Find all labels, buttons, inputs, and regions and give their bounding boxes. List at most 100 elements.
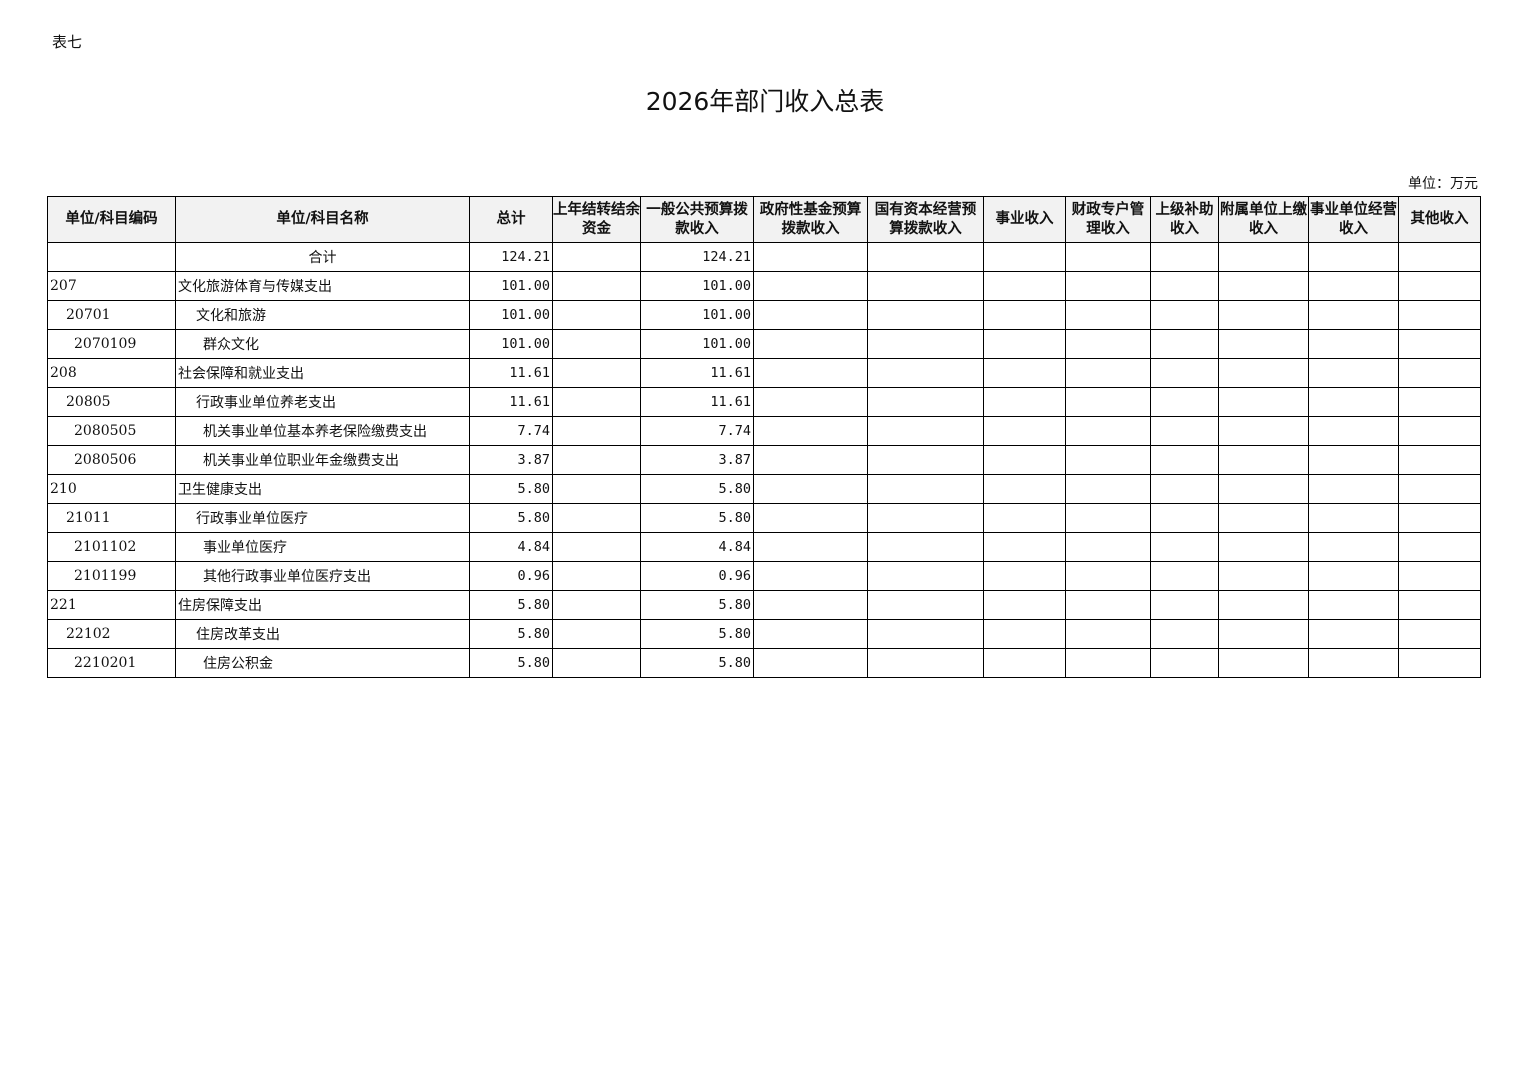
empty-cell — [1218, 329, 1309, 359]
column-header: 事业收入 — [983, 196, 1066, 243]
empty-cell — [1398, 561, 1481, 591]
subject-code: 21011 — [47, 503, 176, 533]
empty-cell — [1308, 648, 1399, 678]
empty-cell — [1150, 532, 1219, 562]
table-row: 2070109 群众文化 101.00 101.00 — [47, 329, 1481, 359]
empty-cell — [1150, 561, 1219, 591]
empty-cell — [1398, 300, 1481, 330]
carryover-cell — [552, 590, 641, 620]
empty-cell — [867, 648, 984, 678]
carryover-cell — [552, 271, 641, 301]
empty-cell — [753, 619, 868, 649]
empty-cell — [753, 532, 868, 562]
subject-code: 210 — [47, 474, 176, 504]
carryover-cell — [552, 532, 641, 562]
empty-cell — [867, 329, 984, 359]
empty-cell — [1398, 532, 1481, 562]
total-cell: 5.80 — [469, 619, 553, 649]
empty-cell — [753, 300, 868, 330]
empty-cell — [1218, 619, 1309, 649]
subject-code: 2210201 — [47, 648, 176, 678]
empty-cell — [753, 358, 868, 388]
table-row: 2101102 事业单位医疗 4.84 4.84 — [47, 532, 1481, 562]
table-row: 2080505 机关事业单位基本养老保险缴费支出 7.74 7.74 — [47, 416, 1481, 446]
empty-cell — [867, 474, 984, 504]
empty-cell — [1308, 300, 1399, 330]
empty-cell — [1065, 561, 1151, 591]
subject-code — [47, 242, 176, 272]
table-row: 207 文化旅游体育与传媒支出 101.00 101.00 — [47, 271, 1481, 301]
column-header: 总计 — [469, 196, 553, 243]
general-budget-cell: 4.84 — [640, 532, 754, 562]
carryover-cell — [552, 242, 641, 272]
subject-name: 其他行政事业单位医疗支出 — [175, 561, 470, 591]
subject-name: 文化旅游体育与传媒支出 — [175, 271, 470, 301]
subject-name: 住房改革支出 — [175, 619, 470, 649]
empty-cell — [753, 561, 868, 591]
empty-cell — [1065, 619, 1151, 649]
empty-cell — [867, 445, 984, 475]
column-header: 一般公共预算拨款收入 — [640, 196, 754, 243]
table-number-label: 表七 — [52, 33, 83, 51]
empty-cell — [1398, 445, 1481, 475]
subject-name: 合计 — [175, 242, 470, 272]
empty-cell — [983, 648, 1066, 678]
subject-code: 221 — [47, 590, 176, 620]
subject-code: 2101199 — [47, 561, 176, 591]
empty-cell — [1398, 648, 1481, 678]
empty-cell — [1150, 242, 1219, 272]
empty-cell — [1065, 474, 1151, 504]
total-cell: 5.80 — [469, 503, 553, 533]
subject-name: 事业单位医疗 — [175, 532, 470, 562]
empty-cell — [867, 271, 984, 301]
empty-cell — [1398, 619, 1481, 649]
empty-cell — [1218, 300, 1309, 330]
empty-cell — [1218, 474, 1309, 504]
empty-cell — [1065, 329, 1151, 359]
empty-cell — [983, 271, 1066, 301]
empty-cell — [1398, 242, 1481, 272]
empty-cell — [753, 387, 868, 417]
empty-cell — [1150, 329, 1219, 359]
total-cell: 4.84 — [469, 532, 553, 562]
subject-code: 2080505 — [47, 416, 176, 446]
empty-cell — [1218, 532, 1309, 562]
empty-cell — [1218, 358, 1309, 388]
empty-cell — [983, 445, 1066, 475]
table-row: 20805 行政事业单位养老支出 11.61 11.61 — [47, 387, 1481, 417]
subject-name: 住房保障支出 — [175, 590, 470, 620]
empty-cell — [983, 329, 1066, 359]
empty-cell — [1398, 358, 1481, 388]
carryover-cell — [552, 503, 641, 533]
subject-name: 卫生健康支出 — [175, 474, 470, 504]
total-cell: 101.00 — [469, 271, 553, 301]
empty-cell — [1398, 590, 1481, 620]
empty-cell — [1308, 590, 1399, 620]
empty-cell — [1065, 387, 1151, 417]
general-budget-cell: 5.80 — [640, 648, 754, 678]
empty-cell — [1308, 416, 1399, 446]
empty-cell — [983, 358, 1066, 388]
subject-name: 机关事业单位基本养老保险缴费支出 — [175, 416, 470, 446]
general-budget-cell: 124.21 — [640, 242, 754, 272]
carryover-cell — [552, 358, 641, 388]
column-header: 附属单位上缴收入 — [1218, 196, 1309, 243]
empty-cell — [1308, 532, 1399, 562]
subject-name: 住房公积金 — [175, 648, 470, 678]
empty-cell — [1308, 474, 1399, 504]
general-budget-cell: 5.80 — [640, 619, 754, 649]
empty-cell — [1150, 503, 1219, 533]
empty-cell — [867, 561, 984, 591]
empty-cell — [1065, 648, 1151, 678]
general-budget-cell: 5.80 — [640, 503, 754, 533]
empty-cell — [1150, 358, 1219, 388]
total-cell: 3.87 — [469, 445, 553, 475]
subject-code: 2070109 — [47, 329, 176, 359]
empty-cell — [983, 474, 1066, 504]
empty-cell — [1218, 242, 1309, 272]
empty-cell — [1065, 445, 1151, 475]
table-row: 2080506 机关事业单位职业年金缴费支出 3.87 3.87 — [47, 445, 1481, 475]
empty-cell — [867, 300, 984, 330]
column-header: 事业单位经营收入 — [1308, 196, 1399, 243]
table-row: 合计 124.21 124.21 — [47, 242, 1481, 272]
